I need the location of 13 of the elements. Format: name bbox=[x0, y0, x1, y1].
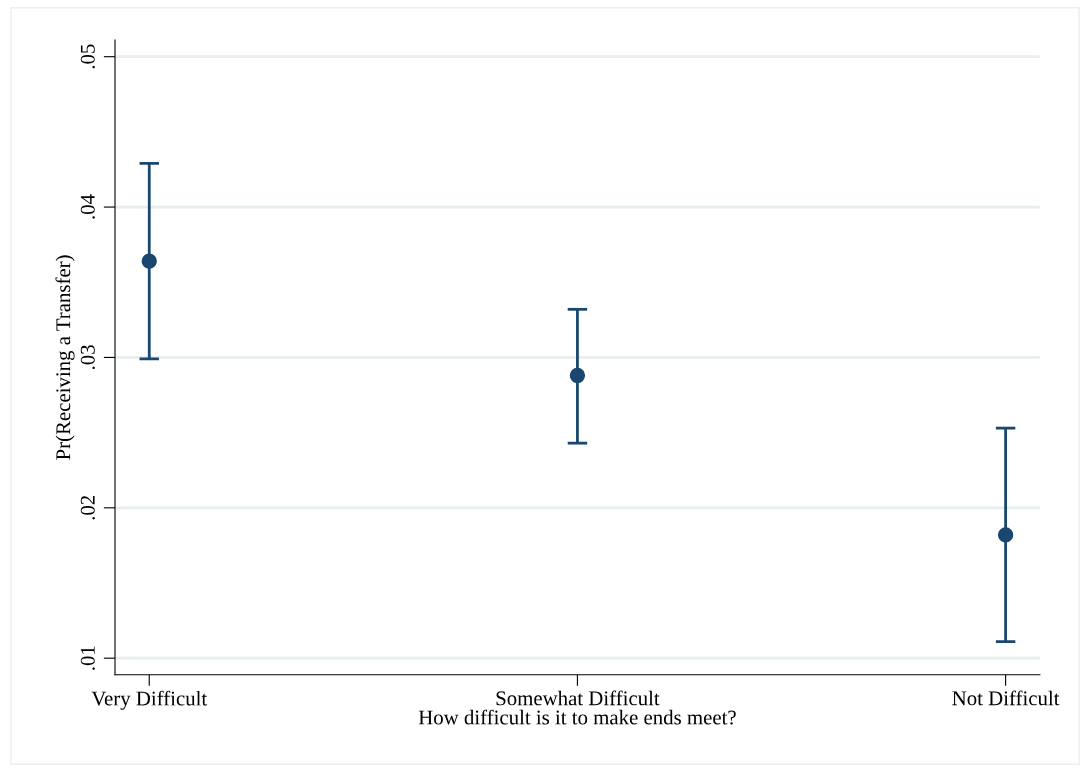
y-tick-label: .04 bbox=[80, 194, 95, 219]
x-tick-label: Very Difficult bbox=[91, 690, 208, 710]
x-tick-label: Not Difficult bbox=[952, 690, 1060, 706]
y-axis-title: Pr(Receiving a Transfer) bbox=[55, 255, 75, 460]
y-tick-label: .01 bbox=[80, 646, 95, 670]
y-tick-label: .03 bbox=[80, 345, 95, 370]
y-tick-label: .05 bbox=[80, 44, 95, 69]
point bbox=[569, 367, 586, 384]
y-tick-label: .02 bbox=[80, 495, 95, 520]
x-tick-label: Somewhat Difficult bbox=[496, 690, 660, 706]
point bbox=[141, 253, 157, 269]
point bbox=[997, 527, 1014, 543]
x-axis-title: How difficult is it to make ends meet? bbox=[418, 709, 736, 725]
